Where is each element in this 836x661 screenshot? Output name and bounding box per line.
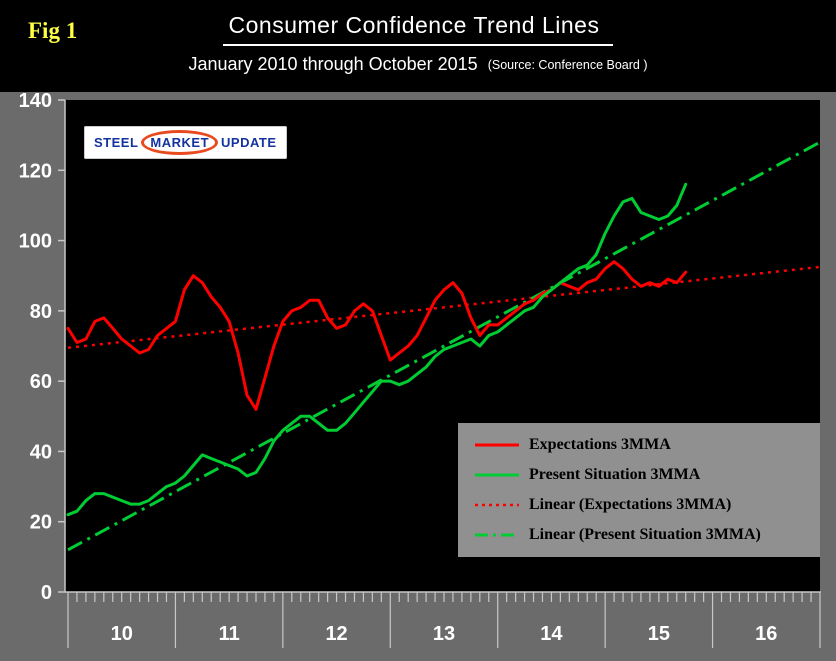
present-situation-3mma-line xyxy=(66,182,688,517)
legend-label-linear-expectations-3mma: Linear (Expectations 3MMA) xyxy=(529,496,732,513)
chart-header: Fig 1 Consumer Confidence Trend Lines Ja… xyxy=(0,0,836,92)
legend-label-expectations-3mma: Expectations 3MMA xyxy=(529,436,671,453)
x-year-label: 12 xyxy=(325,623,347,645)
x-year-label: 16 xyxy=(755,623,777,645)
x-year-label: 11 xyxy=(219,623,240,645)
legend-key-expectations-3mma xyxy=(474,439,520,451)
logo-word-steel: STEEL xyxy=(94,135,139,150)
steel-market-update-logo: STEEL MARKET UPDATE xyxy=(84,126,287,159)
y-tick-label: 60 xyxy=(30,371,52,393)
legend-label-present-situation-3mma: Present Situation 3MMA xyxy=(529,466,701,483)
legend-item-present-situation-3mma: Present Situation 3MMA xyxy=(474,466,804,484)
y-tick-label: 0 xyxy=(41,582,52,604)
chart-source: (Source: Conference Board ) xyxy=(487,58,648,72)
legend-key-linear-present-situation-3mma xyxy=(474,529,520,541)
x-year-label: 14 xyxy=(540,623,563,645)
chart-title: Consumer Confidence Trend Lines xyxy=(222,12,614,46)
y-tick-label: 100 xyxy=(19,231,52,253)
chart-subtitle: January 2010 through October 2015 xyxy=(188,54,478,74)
legend-item-linear-present-situation-3mma: Linear (Present Situation 3MMA) xyxy=(474,526,804,544)
legend-item-linear-expectations-3mma: Linear (Expectations 3MMA) xyxy=(474,496,804,514)
x-year-label: 13 xyxy=(433,623,455,645)
linear-expectations-3mma-trendline xyxy=(67,265,821,349)
legend-label-linear-present-situation-3mma: Linear (Present Situation 3MMA) xyxy=(529,526,761,543)
logo-word-update: UPDATE xyxy=(221,135,277,150)
x-year-label: 15 xyxy=(648,623,670,645)
legend-key-present-situation-3mma xyxy=(474,469,520,481)
x-year-label: 10 xyxy=(111,623,133,645)
legend-item-expectations-3mma: Expectations 3MMA xyxy=(474,436,804,454)
figure-label: Fig 1 xyxy=(28,18,78,43)
y-tick-label: 20 xyxy=(30,512,52,534)
expectations-3mma-line xyxy=(66,260,688,411)
chart-subtitle-row: January 2010 through October 2015 (Source… xyxy=(0,54,836,75)
logo-word-market-with-ellipse: MARKET xyxy=(141,130,218,155)
linear-present-situation-3mma-trendline xyxy=(67,140,821,552)
y-tick-label: 140 xyxy=(19,90,52,112)
legend-key-linear-expectations-3mma xyxy=(474,499,520,511)
y-tick-label: 40 xyxy=(30,441,52,463)
y-tick-label: 120 xyxy=(19,160,52,182)
chart-legend: Expectations 3MMA Present Situation 3MMA L… xyxy=(458,423,820,557)
y-tick-label: 80 xyxy=(30,301,52,323)
chart-title-wrap: Consumer Confidence Trend Lines xyxy=(0,12,836,46)
